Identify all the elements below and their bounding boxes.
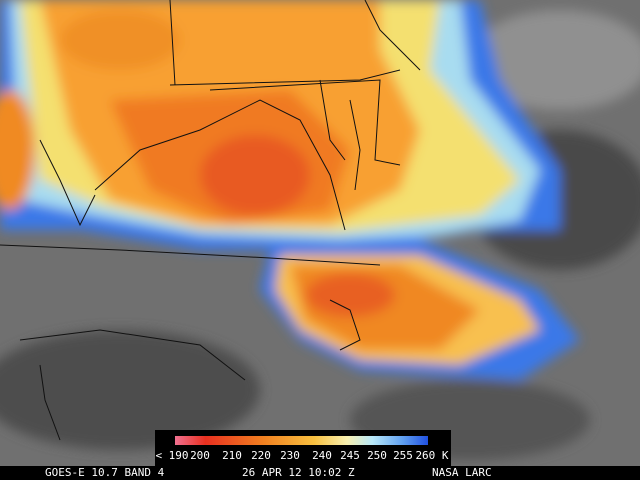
footer-bar — [0, 466, 640, 480]
colorbar-label: 260 K — [415, 449, 448, 462]
colorbar — [175, 436, 428, 445]
cloud-field — [0, 0, 640, 460]
colorbar-label: < 190 — [155, 449, 188, 462]
borders — [0, 0, 421, 441]
colorbar-label: 230 — [280, 449, 300, 462]
footer-satellite: GOES-E 10.7 BAND 4 — [45, 466, 165, 479]
footer-time: 26 APR 12 10:02 Z — [242, 466, 355, 479]
colorbar-label: 255 — [393, 449, 413, 462]
colorbar-label: 220 — [251, 449, 271, 462]
colorbar-label: 245 — [340, 449, 360, 462]
footer-source: NASA LARC — [432, 466, 492, 479]
colorbar-label: 210 — [222, 449, 242, 462]
colorbar-label: 240 — [312, 449, 332, 462]
colorbar-label: 250 — [367, 449, 387, 462]
colorbar-label: 200 — [190, 449, 210, 462]
